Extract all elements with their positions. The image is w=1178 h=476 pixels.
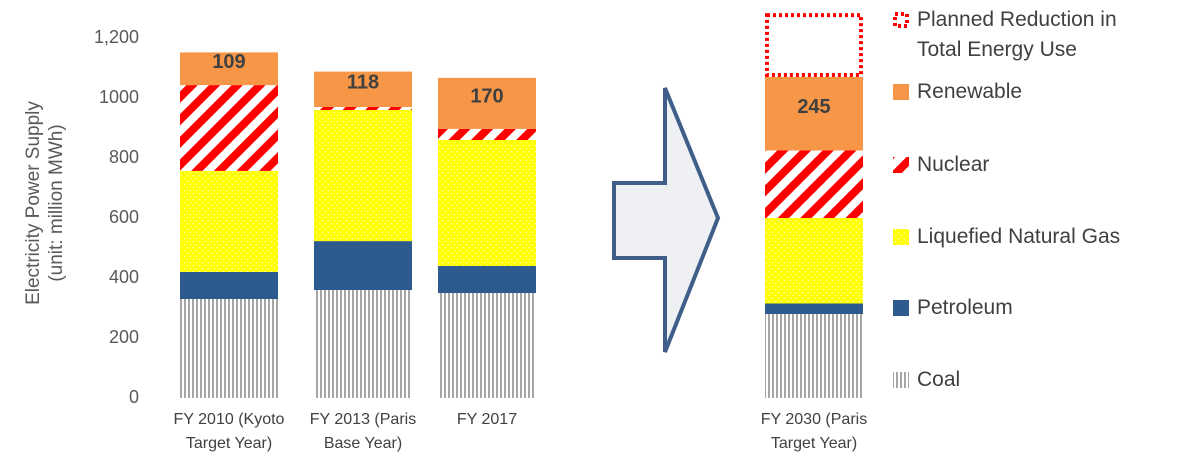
bar-segment [765, 218, 863, 304]
bar-segment [438, 266, 536, 293]
y-axis-title: Electricity Power Supply (unit: million … [23, 101, 67, 305]
bar-segment [314, 110, 412, 242]
x-tick-label: FY 2017 [456, 411, 518, 428]
bar-segment [765, 314, 863, 398]
value-label: 245 [797, 96, 830, 118]
bar-segment [180, 272, 278, 299]
value-label: 118 [347, 72, 379, 94]
legend-marker [893, 372, 909, 388]
bar-segment [180, 85, 278, 171]
legend-marker [893, 84, 909, 100]
bar-segment [180, 170, 278, 272]
bar-segment [180, 299, 278, 398]
value-label: 109 [212, 51, 245, 73]
bar-segment [438, 77, 536, 129]
legend-marker [893, 229, 909, 245]
y-tick-label: 0 [129, 387, 139, 407]
x-tick-label: FY 2013 (Paris Base Year) [309, 411, 417, 452]
legend-label: Renewable [917, 80, 1023, 103]
legend-label: Petroleum [917, 296, 1013, 319]
legend-label: Coal [917, 368, 961, 391]
legend-label: Nuclear [917, 153, 990, 176]
x-tick-label: FY 2030 (Paris Target Year) [760, 411, 868, 452]
bar-segment [180, 52, 278, 86]
arrow [612, 87, 721, 353]
bar-segment [314, 290, 412, 398]
bar-segment [314, 71, 412, 107]
bar-segment [438, 293, 536, 398]
bar-segment [314, 107, 412, 110]
bar-segment [314, 241, 412, 290]
y-tick-label: 200 [109, 327, 139, 347]
y-tick-label: 600 [109, 207, 139, 227]
bar-segment [438, 128, 536, 140]
bar-segment [765, 303, 863, 314]
legend-marker [893, 12, 909, 28]
bar-segment [765, 150, 863, 218]
y-tick-label: 800 [109, 147, 139, 167]
x-tick-label: FY 2010 (Kyoto Target Year) [173, 411, 285, 452]
bar-segment [438, 140, 536, 266]
legend-label: Liquefied Natural Gas [917, 225, 1121, 248]
y-tick-label: 400 [109, 267, 139, 287]
bar-segment [765, 77, 863, 151]
value-label: 170 [470, 86, 503, 108]
legend-label: Planned Reduction in Total Energy Use [917, 8, 1117, 61]
y-tick-label: 1,200 [94, 27, 139, 47]
bar-segment [765, 13, 863, 78]
y-tick-label: 1000 [99, 87, 139, 107]
legend-marker [893, 300, 909, 316]
legend-marker [893, 157, 909, 173]
